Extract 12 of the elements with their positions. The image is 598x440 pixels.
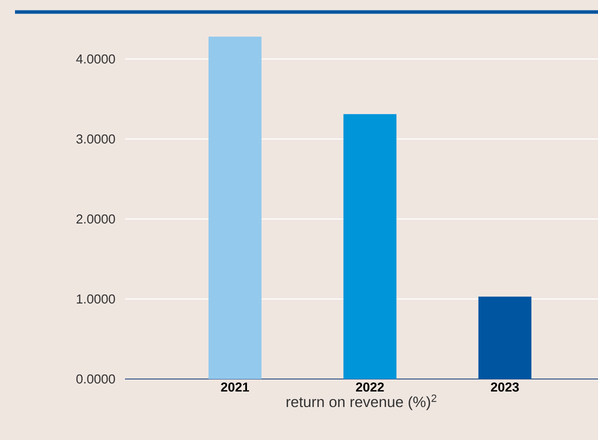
x-tick-label: 2022 [356, 382, 384, 392]
y-tick-label: 1.0000 [76, 294, 115, 304]
x-tick-label: 2023 [490, 382, 519, 392]
x-tick-label: 2021 [221, 382, 250, 392]
y-tick-label: 3.0000 [76, 134, 115, 144]
x-axis-title: return on revenue (%)$^{2}$ [286, 394, 436, 410]
y-tick-label: 0.0000 [76, 374, 115, 384]
bar [208, 36, 262, 379]
y-tick-label: 2.0000 [76, 214, 115, 224]
bar [478, 296, 532, 379]
bar [343, 114, 396, 379]
y-tick-label: 4.0000 [76, 54, 115, 64]
